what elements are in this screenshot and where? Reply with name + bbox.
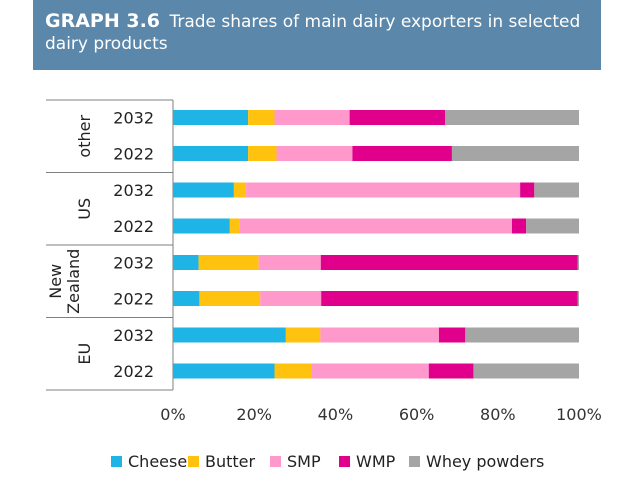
bar-segment-smp (276, 146, 353, 161)
graph-title: GRAPH 3.6 Trade shares of main dairy exp… (45, 10, 593, 55)
x-tick-label: 80% (480, 405, 516, 424)
legend-swatch-smp (270, 456, 281, 467)
row-label-2022: 2022 (113, 362, 154, 381)
bar-segment-butter (248, 146, 277, 161)
legend-swatch-cheese (111, 456, 122, 467)
legend-label-wmp: WMP (356, 452, 396, 471)
bar-segment-butter (233, 182, 247, 198)
bar-segment-cheese (173, 327, 286, 343)
bar-segment-butter (285, 327, 321, 343)
bar-segment-smp (274, 110, 350, 125)
row-label-2022: 2022 (113, 290, 154, 309)
row-label-2022: 2022 (113, 145, 154, 164)
bar-segment-wmp (428, 363, 474, 379)
bar-segment-whey-powders (473, 363, 579, 379)
bar-segment-whey-powders (465, 327, 579, 343)
row-label-2032: 2032 (113, 254, 154, 273)
group-label-eu: EU (75, 343, 94, 365)
legend-label-cheese: Cheese (128, 452, 187, 471)
bar-segment-cheese (173, 291, 200, 306)
legend-label-whey-powders: Whey powders (426, 452, 544, 471)
legend-swatch-whey-powders (409, 456, 420, 467)
bar-segment-smp (258, 255, 321, 270)
group-label-new-zealand: NewZealand (46, 249, 83, 314)
row-label-2032: 2032 (113, 181, 154, 200)
bar-segment-smp (260, 291, 322, 306)
x-tick-label: 100% (556, 405, 602, 424)
legend-label-butter: Butter (205, 452, 256, 471)
bar-segment-wmp (520, 182, 535, 198)
bar-segment-butter (199, 291, 261, 306)
bar-segment-butter (274, 363, 312, 379)
bar-segment-wmp (352, 146, 452, 161)
bar-segment-cheese (173, 218, 230, 234)
bar-segment-smp (311, 363, 429, 379)
bar-segment-wmp (438, 327, 466, 343)
bar-segment-cheese (173, 182, 234, 198)
bar-segment-wmp (321, 291, 578, 306)
bar-segment-whey-powders (577, 291, 579, 306)
bar-segment-cheese (173, 255, 199, 270)
bar-segment-whey-powders (526, 218, 579, 234)
graph-number: GRAPH 3.6 (45, 10, 161, 32)
bar-segment-wmp (320, 255, 578, 270)
legend-label-smp: SMP (287, 452, 321, 471)
group-label-other: other (75, 115, 94, 158)
bar-segment-cheese (173, 146, 249, 161)
graph-header: GRAPH 3.6 Trade shares of main dairy exp… (33, 0, 601, 70)
row-label-2032: 2032 (113, 326, 154, 345)
bar-segment-smp (239, 218, 513, 234)
bar-segment-wmp (349, 110, 446, 125)
group-label-us: US (75, 198, 94, 220)
x-tick-label: 0% (160, 405, 185, 424)
bar-segment-cheese (173, 363, 275, 379)
bar-segment-smp (320, 327, 439, 343)
bar-segment-whey-powders (451, 146, 579, 161)
legend-swatch-butter (188, 456, 199, 467)
x-tick-label: 20% (236, 405, 272, 424)
row-label-2032: 2032 (113, 109, 154, 128)
bar-segment-butter (248, 110, 275, 125)
bar-segment-whey-powders (445, 110, 579, 125)
bar-segment-cheese (173, 110, 249, 125)
row-label-2022: 2022 (113, 217, 154, 236)
bar-segment-butter (198, 255, 259, 270)
bar-segment-butter (229, 218, 240, 234)
x-tick-label: 60% (399, 405, 435, 424)
graph-title-text: Trade shares of main dairy exporters in … (45, 12, 581, 54)
bar-segment-wmp (512, 218, 527, 234)
legend-swatch-wmp (339, 456, 350, 467)
bar-segment-smp (246, 182, 521, 198)
bar-segment-whey-powders (534, 182, 579, 198)
x-tick-label: 40% (318, 405, 354, 424)
bar-segment-whey-powders (577, 255, 579, 270)
